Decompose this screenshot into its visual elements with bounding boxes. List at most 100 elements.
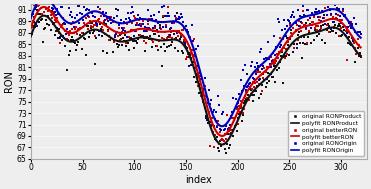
Point: [88, 27, 94, 30]
Point: [34, 9, 40, 12]
Point: [219, 112, 225, 115]
Point: [190, 61, 196, 64]
Point: [201, 88, 207, 91]
Point: [104, 12, 109, 15]
Point: [322, 6, 328, 9]
Point: [70, 21, 76, 24]
Point: [299, 22, 305, 25]
Point: [130, 29, 136, 32]
Point: [230, 117, 236, 120]
Point: [238, 105, 244, 108]
Point: [34, 3, 40, 6]
Point: [118, 33, 124, 36]
Point: [307, 17, 313, 20]
Point: [212, 134, 218, 137]
Point: [280, 82, 286, 85]
Point: [95, 5, 101, 8]
Point: [57, 36, 63, 39]
Point: [310, 0, 316, 3]
Point: [322, 13, 328, 16]
Point: [148, 17, 154, 20]
Point: [89, 12, 95, 15]
Point: [217, 127, 223, 130]
Y-axis label: RON: RON: [4, 70, 14, 92]
Point: [156, 35, 162, 38]
Point: [315, 16, 321, 19]
Point: [248, 64, 254, 67]
Point: [216, 143, 222, 146]
Point: [160, 15, 166, 18]
Point: [203, 117, 209, 120]
Point: [209, 117, 215, 120]
Point: [314, 35, 320, 38]
Point: [299, 16, 305, 19]
Point: [94, 23, 100, 26]
Point: [186, 64, 192, 67]
Point: [108, 38, 114, 41]
Point: [123, 44, 129, 47]
Point: [247, 88, 253, 91]
Point: [288, 15, 294, 18]
Point: [334, 6, 340, 9]
Point: [293, 24, 299, 27]
Point: [342, 14, 348, 17]
Point: [147, 35, 153, 38]
Point: [114, 15, 119, 18]
Point: [115, 34, 121, 37]
Point: [157, 24, 163, 27]
Point: [93, 22, 99, 25]
Point: [105, 29, 111, 32]
Point: [73, 31, 79, 34]
Point: [300, 10, 306, 13]
Point: [192, 54, 198, 57]
Point: [168, 30, 174, 33]
Point: [113, 8, 119, 11]
Point: [165, 35, 171, 38]
Point: [96, 33, 102, 36]
Point: [37, 3, 43, 6]
Point: [345, 42, 351, 45]
Point: [357, 30, 362, 33]
Point: [253, 73, 259, 76]
Point: [284, 36, 290, 39]
Point: [187, 36, 193, 39]
Point: [92, 16, 98, 19]
Point: [276, 66, 282, 69]
Point: [76, 22, 82, 25]
Point: [75, 27, 81, 30]
Point: [70, 39, 76, 42]
Point: [175, 50, 181, 53]
Point: [325, 23, 331, 26]
Point: [115, 45, 121, 48]
Point: [120, 37, 126, 40]
Point: [193, 81, 199, 84]
Point: [75, 43, 81, 46]
Point: [66, 33, 72, 36]
Point: [311, 16, 317, 19]
Point: [145, 9, 151, 12]
Point: [209, 123, 215, 126]
Point: [121, 20, 127, 23]
Point: [119, 26, 125, 29]
Point: [86, 9, 92, 12]
Point: [281, 47, 287, 50]
Point: [351, 41, 357, 44]
Point: [234, 105, 240, 108]
Point: [109, 21, 115, 24]
Point: [161, 42, 167, 45]
Point: [218, 129, 224, 132]
Point: [83, 17, 89, 20]
Point: [211, 146, 217, 149]
Point: [59, 5, 65, 8]
Point: [227, 123, 233, 126]
Point: [241, 84, 247, 88]
Point: [196, 91, 202, 94]
Point: [147, 28, 153, 31]
Point: [81, 21, 86, 24]
Point: [149, 38, 155, 41]
Point: [55, 12, 61, 15]
Point: [339, 18, 345, 21]
Point: [45, 22, 50, 25]
Point: [126, 35, 132, 38]
Point: [50, 12, 56, 15]
